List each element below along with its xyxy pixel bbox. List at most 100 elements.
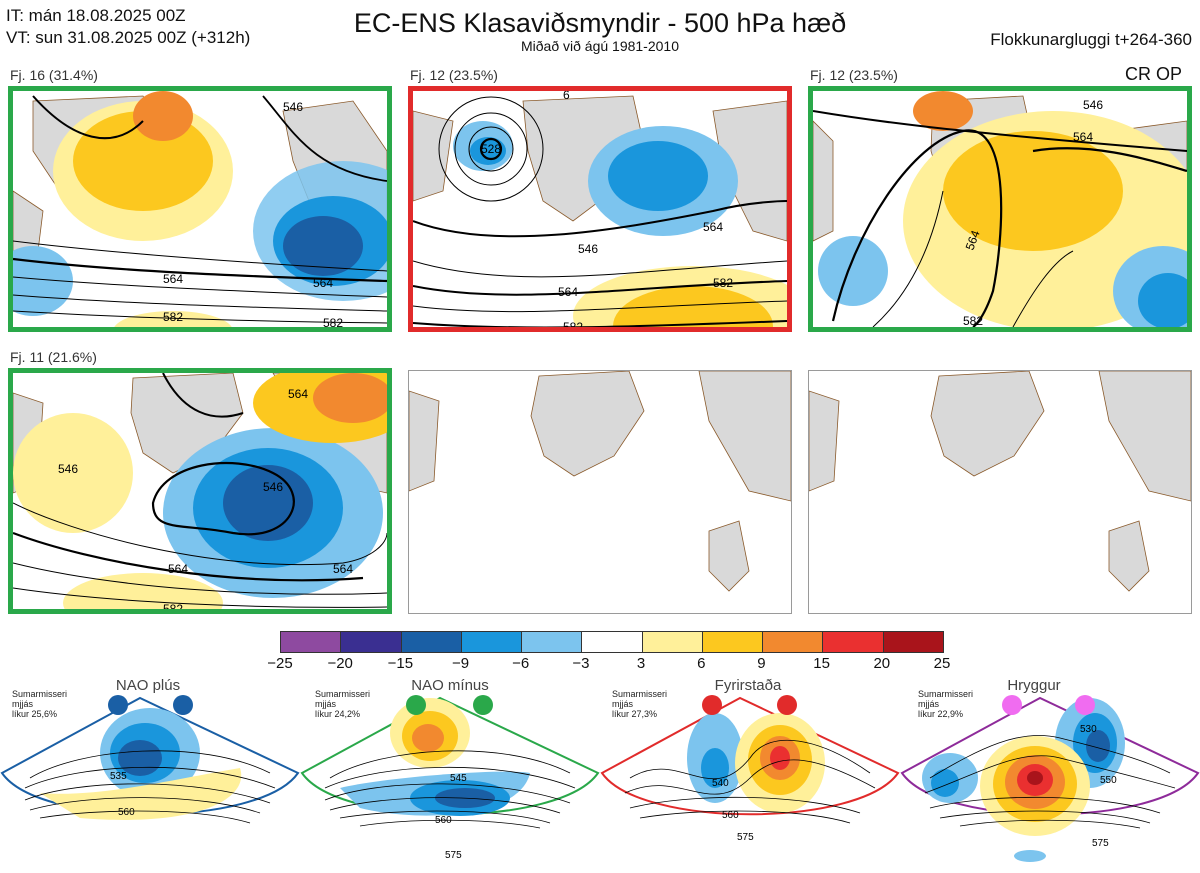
contour-label: 535	[110, 771, 127, 782]
page-subtitle: Miðað við ágú 1981-2010	[520, 38, 679, 54]
regime-1-title: NAO plús	[115, 677, 181, 694]
regime-months: mjjás	[918, 699, 940, 709]
contour-label: 564	[963, 228, 983, 252]
anomaly-fill	[453, 121, 787, 327]
regime-3-title: Fyrirstaða	[714, 677, 782, 694]
contour-label: 560	[722, 810, 739, 821]
colorbar-segment	[281, 632, 342, 652]
regime-months: mjjás	[315, 699, 337, 709]
regime-season: Sumarmisseri	[918, 689, 974, 699]
init-time: IT: mán 18.08.2025 00Z	[6, 6, 186, 25]
colorbar-tick-label: 20	[873, 655, 891, 672]
cluster-1-map: 564 564 582 582 546	[8, 86, 392, 332]
colorbar-segment	[642, 632, 703, 652]
contour-label: 6	[563, 91, 570, 102]
colorbar-tick-label: 15	[813, 655, 830, 672]
height-contours	[624, 739, 876, 824]
contour-label: 530	[1080, 724, 1097, 735]
cluster-4-label: Fj. 11 (21.6%)	[10, 349, 97, 365]
colorbar-tick-label: 9	[757, 655, 766, 672]
contour-label: 564	[163, 272, 183, 286]
anomaly-fill	[931, 769, 959, 797]
regime-4-title: Hryggur	[1007, 677, 1061, 694]
contour-label: 582	[563, 320, 583, 327]
contour-label: 546	[263, 480, 283, 494]
cluster-4-map: 546 546 564 564 564 582	[8, 368, 392, 614]
regime-prob: líkur 25,6%	[12, 709, 58, 719]
anomaly-fill	[1014, 850, 1046, 862]
classification-window: Flokkunargluggi t+264-360	[990, 30, 1192, 49]
contour-label: 582	[963, 314, 983, 327]
contour-label: 582	[163, 602, 183, 609]
contour-label: 560	[118, 807, 135, 818]
empty-map-panel	[808, 370, 1192, 614]
cluster-3-label: Fj. 12 (23.5%)	[810, 67, 898, 83]
cluster-2-label: Fj. 12 (23.5%)	[410, 67, 498, 83]
regime-nao-minus: 545 560 575	[300, 678, 600, 868]
cluster-2-map: 528 546 564 564 582 582 6	[408, 86, 792, 332]
contour-label: 545	[450, 773, 467, 784]
colorbar-tick-label: −25	[267, 655, 293, 672]
contour-label: 564	[288, 387, 308, 401]
contour-label: 546	[58, 462, 78, 476]
contour-label: 575	[737, 832, 754, 843]
colorbar-ticks: −25 −20 −15 −9 −6 −3 3 6 9 15 20 25	[262, 655, 962, 675]
contour-label: 564	[1073, 130, 1093, 144]
anomaly-fill	[412, 724, 444, 752]
valid-time: VT: sun 31.08.2025 00Z (+312h)	[6, 28, 251, 47]
colorbar-tick-label: −3	[572, 655, 590, 672]
anomaly-fill	[818, 91, 1187, 327]
contour-label: 560	[435, 815, 452, 826]
height-contours	[924, 735, 1176, 829]
contour-label: 564	[703, 220, 723, 234]
colorbar-tick-label: 25	[933, 655, 951, 672]
land-shapes	[409, 371, 791, 592]
contour-label: 564	[168, 562, 188, 576]
empty-map-panel	[408, 370, 792, 614]
colorbar-segment	[763, 632, 824, 652]
page-title: EC-ENS Klasaviðsmyndir - 500 hPa hæð	[353, 8, 847, 38]
anomaly-fill	[1086, 730, 1110, 762]
regime-4-info: Sumarmisseri mjjás líkur 22,9%	[918, 689, 973, 719]
colorbar-tick-label: −9	[451, 655, 470, 672]
cluster-3-map: 546 564 564 582	[808, 86, 1192, 332]
colorbar-segment	[702, 632, 764, 652]
regime-1-info: Sumarmisseri mjjás líkur 25,6%	[12, 689, 67, 719]
height-contours	[13, 373, 387, 608]
colorbar-segment	[823, 632, 884, 652]
contour-label: 564	[558, 285, 578, 299]
regime-months: mjjás	[612, 699, 634, 709]
header-times: IT: mán 18.08.2025 00Z VT: sun 31.08.202…	[6, 5, 250, 49]
contour-label: 575	[445, 850, 462, 861]
contour-label: 528	[481, 142, 501, 156]
colorbar	[280, 631, 944, 653]
colorbar-segment	[883, 632, 943, 652]
anomaly-fill	[40, 768, 242, 820]
colorbar-segment	[522, 632, 583, 652]
regime-ridge: 530 550 575	[900, 678, 1200, 868]
regime-season: Sumarmisseri	[12, 689, 68, 699]
regime-blocking: 540 560 575	[600, 678, 900, 868]
regime-prob: líkur 22,9%	[918, 709, 964, 719]
contour-label: 582	[163, 310, 183, 324]
colorbar-tick-label: 6	[697, 655, 706, 672]
contour-label: 582	[713, 276, 733, 290]
colorbar-segment	[341, 632, 402, 652]
height-contours	[813, 110, 1187, 327]
height-contours	[13, 95, 387, 324]
regime-2-info: Sumarmisseri mjjás líkur 24,2%	[315, 689, 370, 719]
anomaly-fill	[1027, 771, 1043, 785]
anomaly-fill	[770, 746, 790, 770]
regime-nao-plus: 535 560	[0, 678, 300, 868]
regime-season: Sumarmisseri	[315, 689, 371, 699]
height-contours	[24, 750, 276, 824]
colorbar-tick-label: 3	[636, 655, 646, 672]
contour-label: 582	[323, 316, 343, 327]
contour-label: 564	[313, 276, 333, 290]
regime-prob: líkur 24,2%	[315, 709, 361, 719]
contour-label: 564	[333, 562, 353, 576]
colorbar-segment	[582, 632, 643, 652]
colorbar-tick-label: −6	[512, 655, 530, 672]
land-shapes	[809, 371, 1191, 592]
contour-label: 546	[578, 242, 598, 256]
